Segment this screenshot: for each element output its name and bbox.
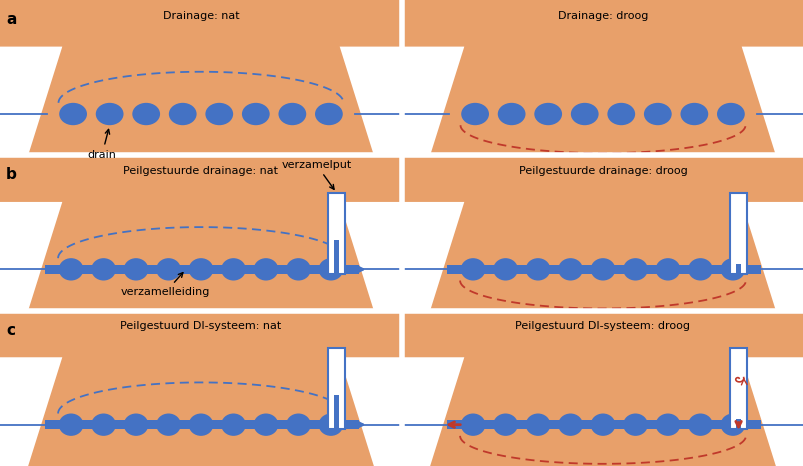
Bar (45, 265, 336, 274)
Ellipse shape (525, 258, 550, 281)
Ellipse shape (156, 258, 181, 281)
Ellipse shape (205, 103, 233, 125)
Ellipse shape (132, 103, 160, 125)
Bar (0, 155, 402, 311)
Bar (402, 0, 803, 155)
Bar (0, 311, 402, 466)
Ellipse shape (286, 258, 311, 281)
Ellipse shape (497, 103, 525, 125)
Ellipse shape (91, 258, 116, 281)
Polygon shape (741, 357, 803, 466)
Ellipse shape (557, 413, 582, 436)
Ellipse shape (96, 103, 124, 125)
Ellipse shape (654, 413, 679, 436)
Ellipse shape (622, 258, 647, 281)
Ellipse shape (318, 258, 343, 281)
Polygon shape (339, 357, 402, 466)
Text: Drainage: nat: Drainage: nat (162, 11, 239, 21)
Ellipse shape (461, 103, 488, 125)
Polygon shape (339, 47, 402, 155)
Polygon shape (741, 47, 803, 155)
Ellipse shape (156, 413, 181, 436)
Bar (729, 348, 746, 429)
Bar (446, 265, 738, 274)
Ellipse shape (59, 258, 84, 281)
Ellipse shape (124, 258, 149, 281)
Ellipse shape (570, 103, 598, 125)
Bar (402, 311, 803, 466)
Ellipse shape (189, 258, 213, 281)
Bar (0, 0, 402, 155)
Polygon shape (402, 357, 464, 466)
Ellipse shape (253, 413, 278, 436)
Ellipse shape (557, 258, 582, 281)
Text: verzamelput: verzamelput (281, 160, 351, 189)
Ellipse shape (492, 413, 517, 436)
Polygon shape (0, 202, 63, 311)
Ellipse shape (278, 103, 306, 125)
Text: c: c (6, 322, 15, 338)
Ellipse shape (643, 103, 671, 125)
Bar (328, 348, 344, 429)
Polygon shape (402, 202, 464, 311)
Ellipse shape (460, 258, 485, 281)
Text: Peilgestuurd DI-systeem: nat: Peilgestuurd DI-systeem: nat (120, 321, 281, 331)
Ellipse shape (679, 103, 707, 125)
Bar (746, 420, 760, 429)
Bar (729, 193, 746, 274)
Bar (328, 193, 344, 274)
Ellipse shape (315, 103, 342, 125)
Polygon shape (741, 202, 803, 311)
Polygon shape (0, 357, 63, 466)
Bar (735, 419, 740, 429)
Text: b: b (6, 167, 17, 182)
Ellipse shape (622, 413, 647, 436)
Text: Drainage: droog: Drainage: droog (557, 11, 647, 21)
Text: Peilgestuurde drainage: droog: Peilgestuurde drainage: droog (518, 166, 687, 176)
Ellipse shape (719, 413, 744, 436)
Bar (746, 265, 760, 274)
Ellipse shape (286, 413, 311, 436)
Ellipse shape (590, 258, 614, 281)
Bar (344, 420, 358, 429)
Ellipse shape (221, 413, 246, 436)
Ellipse shape (253, 258, 278, 281)
Text: Peilgestuurde drainage: nat: Peilgestuurde drainage: nat (124, 166, 278, 176)
Polygon shape (0, 47, 63, 155)
Ellipse shape (242, 103, 269, 125)
Ellipse shape (169, 103, 197, 125)
Ellipse shape (654, 258, 679, 281)
Bar (344, 265, 358, 274)
Ellipse shape (59, 413, 84, 436)
Ellipse shape (687, 258, 712, 281)
Bar (333, 395, 339, 429)
Text: drain: drain (88, 130, 116, 159)
Ellipse shape (687, 413, 712, 436)
Ellipse shape (716, 103, 744, 125)
Bar (45, 420, 336, 429)
Polygon shape (339, 202, 402, 311)
Text: a: a (6, 12, 16, 27)
Ellipse shape (124, 413, 149, 436)
Ellipse shape (719, 258, 744, 281)
Polygon shape (402, 47, 464, 155)
Ellipse shape (221, 258, 246, 281)
Ellipse shape (91, 413, 116, 436)
Bar (735, 264, 740, 274)
Bar (333, 240, 339, 274)
Text: Peilgestuurd DI-systeem: droog: Peilgestuurd DI-systeem: droog (515, 321, 690, 331)
Ellipse shape (318, 413, 343, 436)
Ellipse shape (189, 413, 213, 436)
Ellipse shape (460, 413, 485, 436)
Ellipse shape (590, 413, 614, 436)
Text: verzamelleiding: verzamelleiding (120, 273, 210, 297)
Ellipse shape (59, 103, 87, 125)
Ellipse shape (534, 103, 561, 125)
Ellipse shape (492, 258, 517, 281)
Bar (446, 420, 738, 429)
Ellipse shape (525, 413, 550, 436)
Ellipse shape (606, 103, 634, 125)
Bar (402, 155, 803, 311)
